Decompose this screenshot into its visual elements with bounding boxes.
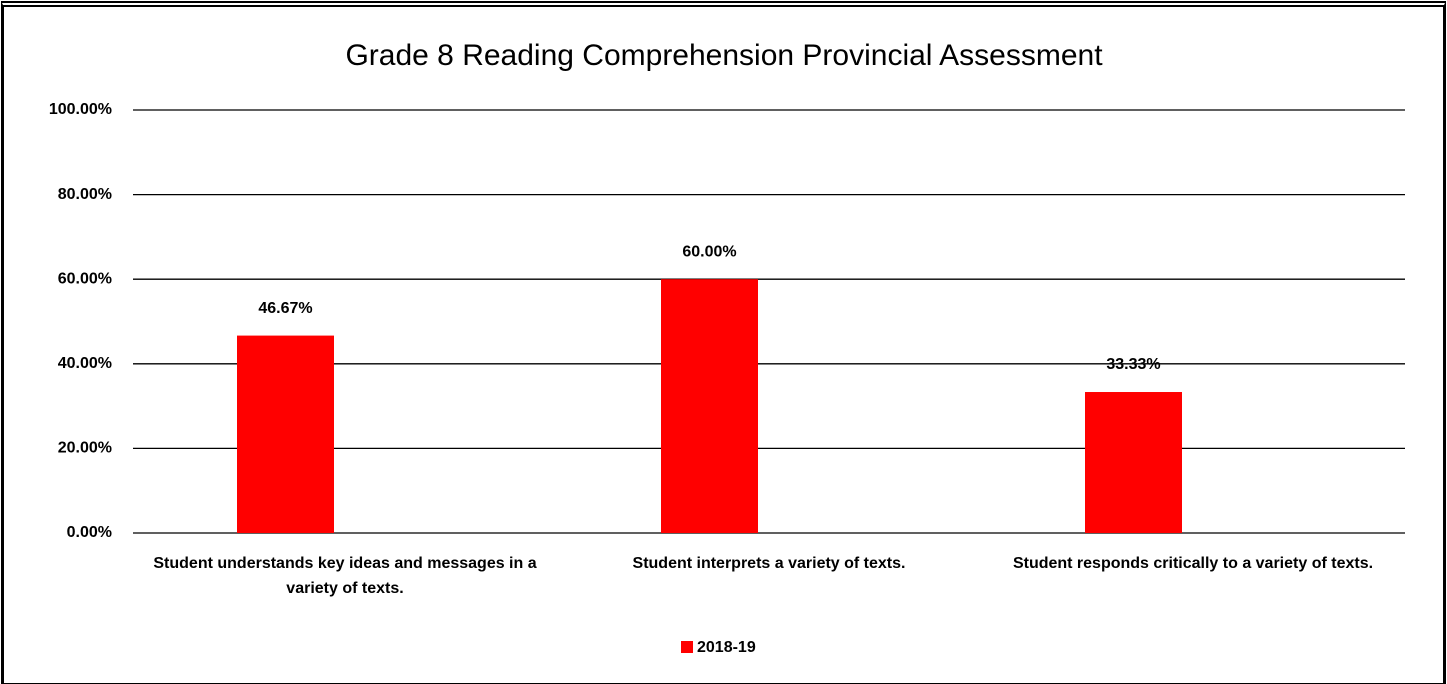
data-label: 60.00% (682, 243, 736, 260)
x-tick-label: Student interprets a variety of texts. (632, 555, 906, 572)
bar (661, 279, 758, 533)
bar (1085, 392, 1182, 533)
data-label: 46.67% (258, 300, 312, 317)
chart-title: Grade 8 Reading Comprehension Provincial… (345, 39, 1103, 72)
y-tick-label: 0.00% (67, 524, 112, 541)
y-tick-label: 80.00% (58, 186, 112, 203)
bar (237, 335, 334, 533)
data-label: 33.33% (1106, 356, 1160, 373)
y-tick-label: 100.00% (49, 101, 112, 118)
y-tick-label: 60.00% (58, 270, 112, 287)
x-tick-label: Student understands key ideas and messag… (153, 555, 537, 597)
legend-swatch (681, 641, 693, 653)
x-tick-label: Student responds critically to a variety… (1012, 555, 1374, 572)
y-tick-label: 20.00% (58, 440, 112, 457)
legend-label: 2018-19 (697, 639, 756, 656)
y-tick-label: 40.00% (58, 355, 112, 372)
